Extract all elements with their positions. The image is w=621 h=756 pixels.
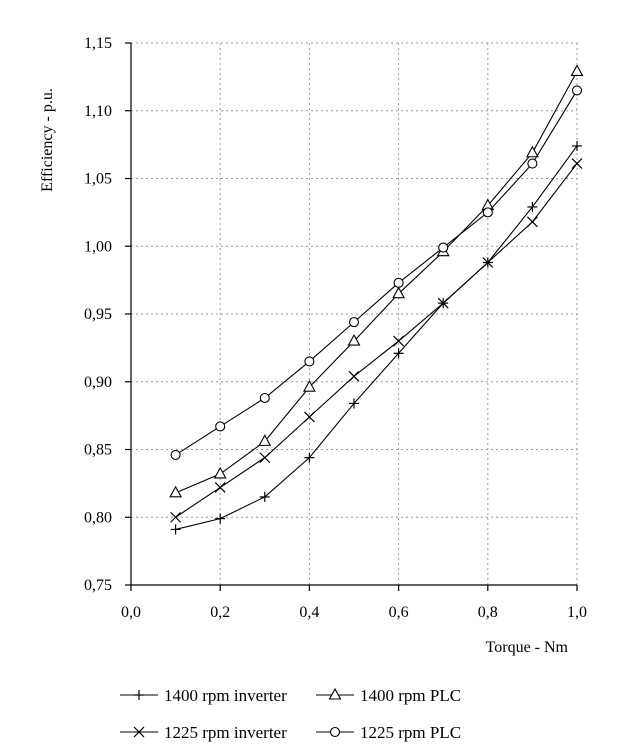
- data-point: [393, 277, 404, 288]
- data-point: [571, 158, 583, 170]
- data-point: [572, 140, 582, 151]
- legend-marker: [328, 687, 342, 700]
- legend-entry: 1400 rpm inverter: [120, 686, 287, 705]
- y-tick-label: 1,05: [84, 171, 112, 188]
- data-point: [348, 317, 360, 328]
- data-point: [527, 158, 538, 169]
- data-point: [215, 421, 226, 432]
- data-point: [170, 511, 182, 523]
- legend-label: 1400 rpm PLC: [360, 686, 461, 705]
- y-axis-label: Efficiency - p.u.: [39, 88, 56, 192]
- data-point: [437, 297, 449, 309]
- series-line: [175, 90, 578, 456]
- data-point: [303, 411, 315, 423]
- x-tick-label: 0,0: [121, 604, 141, 621]
- legend-entry: 1225 rpm PLC: [316, 723, 461, 742]
- data-point: [347, 333, 361, 346]
- x-tick-label: 0,6: [389, 604, 409, 621]
- data-point: [259, 392, 270, 404]
- series-circle: [170, 85, 583, 460]
- legend-label: 1225 rpm inverter: [164, 723, 287, 742]
- data-point: [348, 370, 360, 382]
- y-tick-label: 0,80: [84, 509, 112, 526]
- data-point: [214, 482, 226, 493]
- data-point: [215, 513, 226, 524]
- axes: [125, 42, 578, 591]
- data-point: [170, 524, 181, 535]
- y-tick-label: 1,10: [84, 103, 112, 120]
- data-point: [526, 216, 538, 228]
- data-point: [349, 398, 359, 409]
- data-point: [258, 434, 272, 446]
- legend: 1400 rpm inverter 1400 rpm PLC 1225 rpm in…: [120, 686, 461, 742]
- series-line: [175, 163, 578, 518]
- y-tick-label: 1,00: [84, 238, 112, 255]
- series-x: [170, 158, 583, 523]
- y-tick-label: 0,90: [84, 374, 112, 391]
- x-tick-label: 0,2: [210, 604, 230, 621]
- data-point: [170, 449, 181, 460]
- data-point: [482, 207, 493, 218]
- tick-labels: 0,75 0,80 0,85 0,90 0,95 1,00 1,05 1,10 1,15 0,0 0…: [84, 35, 587, 621]
- data-point: [438, 242, 449, 253]
- legend-entry: 1225 rpm inverter: [120, 723, 287, 742]
- data-point: [259, 452, 271, 464]
- series-triangle: [169, 64, 584, 498]
- data-point: [393, 335, 405, 347]
- data-point: [525, 145, 539, 158]
- x-tick-label: 0,8: [478, 604, 498, 621]
- grid-lines: [131, 42, 578, 585]
- data-point: [392, 286, 406, 299]
- data-point: [571, 85, 583, 96]
- data-point: [302, 380, 316, 392]
- legend-label: 1225 rpm PLC: [360, 723, 461, 742]
- data-point: [527, 201, 538, 212]
- y-tick-label: 0,95: [84, 306, 112, 323]
- series-plus: [170, 140, 582, 535]
- data-point: [259, 491, 270, 502]
- x-tick-label: 0,4: [299, 604, 319, 621]
- data-point: [169, 485, 183, 498]
- data-point: [304, 452, 315, 463]
- data-point: [393, 348, 404, 359]
- data-point: [482, 257, 494, 268]
- legend-marker: [133, 726, 145, 738]
- y-tick-label: 1,15: [84, 35, 112, 52]
- legend-marker: [134, 690, 144, 700]
- legend-label: 1400 rpm inverter: [164, 686, 287, 705]
- data-point: [304, 356, 315, 367]
- data-point: [213, 466, 227, 479]
- series-layer: [169, 64, 584, 535]
- legend-marker: [329, 726, 341, 738]
- x-tick-label: 1,0: [567, 604, 587, 621]
- series-line: [175, 145, 578, 530]
- series-line: [175, 71, 578, 494]
- x-axis-label: Torque - Nm: [486, 639, 569, 656]
- y-tick-label: 0,85: [84, 442, 112, 459]
- y-tick-label: 0,75: [84, 577, 112, 594]
- legend-entry: 1400 rpm PLC: [316, 686, 461, 705]
- data-point: [570, 64, 584, 77]
